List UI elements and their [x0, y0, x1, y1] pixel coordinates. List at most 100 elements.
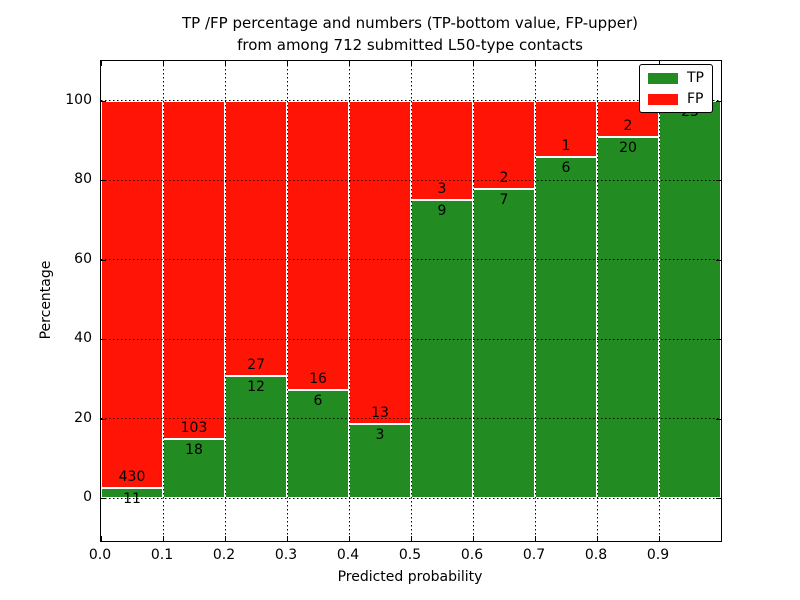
- x-tick-label: 0.4: [336, 547, 360, 563]
- fp-count-label: 27: [247, 356, 265, 373]
- tick-mark: [473, 61, 474, 66]
- fp-count-label: 16: [309, 370, 327, 387]
- x-tick-label: 0.1: [150, 547, 174, 563]
- tick-mark: [349, 61, 350, 66]
- tick-mark: [597, 61, 598, 66]
- grid-line-v: [162, 61, 164, 541]
- fp-count-label: 13: [371, 404, 389, 421]
- bar-segment-tp: [473, 189, 535, 498]
- chart-title-line1: TP /FP percentage and numbers (TP-bottom…: [182, 14, 638, 32]
- y-tick-label: 40: [74, 330, 92, 347]
- bar-segment-fp: [287, 100, 349, 390]
- tick-mark: [535, 61, 536, 66]
- bar-segment-fp: [225, 100, 287, 376]
- fp-count-label: 2: [499, 170, 509, 186]
- chart-title: TP /FP percentage and numbers (TP-bottom…: [100, 12, 720, 56]
- y-tick-label: 100: [65, 91, 92, 108]
- legend: TP FP: [639, 64, 713, 113]
- tp-count-label: 18: [185, 441, 203, 458]
- grid-line-v: [534, 61, 536, 541]
- x-tick-label: 0.6: [460, 547, 484, 563]
- fp-count-label: 430: [118, 469, 146, 486]
- bar-segment-tp: [411, 200, 473, 498]
- x-tick-label: 0.8: [584, 547, 608, 563]
- x-tick-label: 0.0: [88, 547, 112, 563]
- tp-count-label: 9: [437, 203, 447, 220]
- grid-line-v: [286, 61, 288, 541]
- tp-count-label: 6: [313, 392, 323, 409]
- bar-segment-tp: [349, 423, 411, 498]
- bar-segment-tp: [287, 389, 349, 498]
- ticks-layer: [101, 61, 721, 541]
- tick-mark: [163, 61, 164, 66]
- grid-line-v: [348, 61, 350, 541]
- bar-segment-fp: [101, 100, 163, 489]
- tp-count-label: 11: [123, 491, 141, 508]
- grid-line-v: [472, 61, 474, 541]
- chart-title-line2: from among 712 submitted L50-type contac…: [237, 36, 583, 54]
- fp-legend-swatch: [648, 93, 678, 105]
- y-tick-label: 20: [74, 409, 92, 426]
- y-tick-label: 80: [74, 171, 92, 188]
- tick-mark: [101, 418, 106, 420]
- tp-count-label: 6: [561, 160, 571, 177]
- tick-mark: [716, 100, 721, 102]
- tick-mark: [716, 180, 721, 182]
- tick-mark: [101, 180, 106, 182]
- tick-mark: [535, 536, 536, 541]
- fp-count-label: 2: [623, 117, 633, 134]
- bar-segment-tp: [163, 438, 225, 498]
- tick-mark: [659, 61, 660, 66]
- grid-layer: [101, 61, 721, 541]
- tp-legend-swatch: [648, 72, 678, 84]
- bar-segment-tp: [535, 157, 597, 498]
- y-axis-label: Percentage: [38, 260, 54, 340]
- tick-mark: [349, 536, 350, 541]
- tp-count-label: 12: [247, 378, 265, 395]
- bar-segment-tp: [597, 136, 659, 498]
- bar-segment-fp: [473, 100, 535, 189]
- tick-mark: [659, 536, 660, 541]
- tick-mark: [225, 61, 226, 66]
- tick-mark: [287, 61, 288, 66]
- bar-segment-fp: [411, 100, 473, 201]
- fp-count-label: 103: [180, 419, 208, 436]
- y-tick-label: 0: [83, 489, 92, 505]
- bars-layer: [101, 61, 721, 541]
- tick-mark: [101, 339, 106, 341]
- bar-segment-fp: [535, 100, 597, 158]
- plot-area: 43011103182712166133392716220023: [100, 60, 722, 542]
- tick-mark: [411, 536, 412, 541]
- tick-mark: [101, 536, 102, 541]
- tick-mark: [287, 536, 288, 541]
- tick-mark: [225, 536, 226, 541]
- legend-entry-fp: FP: [648, 91, 704, 107]
- tick-mark: [716, 418, 721, 420]
- tick-mark: [411, 61, 412, 66]
- tick-mark: [597, 536, 598, 541]
- x-tick-label: 0.3: [274, 547, 298, 563]
- tick-mark: [163, 536, 164, 541]
- grid-line-v: [410, 61, 412, 541]
- x-tick-label: 0.5: [398, 547, 422, 563]
- tick-mark: [101, 100, 106, 102]
- bar-segment-fp: [163, 100, 225, 439]
- legend-entry-tp: TP: [648, 70, 704, 86]
- tick-mark: [473, 536, 474, 541]
- x-tick-label: 0.9: [646, 547, 670, 563]
- grid-line-v: [596, 61, 598, 541]
- fp-count-label: 1: [561, 138, 571, 155]
- y-tick-label: 60: [74, 250, 92, 267]
- tick-mark: [716, 498, 721, 499]
- fp-count-label: 3: [437, 181, 447, 198]
- grid-line-v: [658, 61, 660, 541]
- tick-mark: [716, 259, 721, 261]
- fp-legend-label: FP: [687, 91, 704, 107]
- tp-legend-label: TP: [687, 70, 704, 86]
- grid-line-v: [224, 61, 226, 541]
- tick-mark: [716, 339, 721, 341]
- tp-count-label: 20: [619, 139, 637, 156]
- bar-segment-fp: [349, 100, 411, 424]
- tp-count-label: 3: [375, 426, 385, 443]
